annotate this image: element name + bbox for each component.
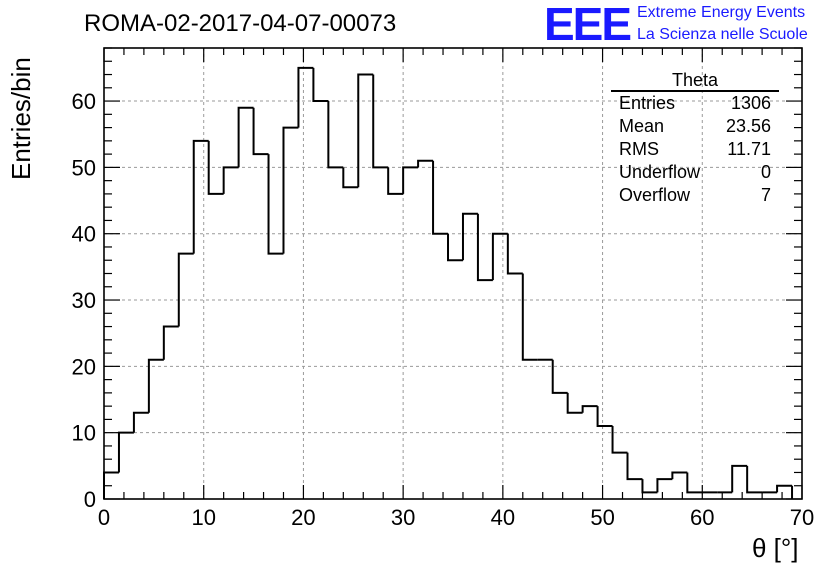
histogram-bin	[731, 464, 748, 493]
y-tick-label: 40	[72, 222, 96, 247]
histogram-bin	[641, 479, 658, 494]
y-tick-label: 20	[72, 354, 96, 379]
stats-row-rms: RMS 11.71	[611, 138, 779, 161]
histogram-bin	[147, 358, 164, 413]
y-tick-label: 30	[72, 288, 96, 313]
stats-value: 1306	[730, 93, 771, 113]
stats-value: 23.56	[725, 116, 771, 136]
stats-row-entries: Entries 1306	[611, 92, 779, 115]
histogram-bin	[342, 167, 359, 189]
x-axis-label: θ [°]	[752, 533, 799, 563]
stats-row-overflow: Overflow 7	[611, 184, 779, 207]
histogram-bin	[327, 101, 344, 169]
stats-row-underflow: Underflow 0	[611, 161, 779, 184]
histogram-bin	[461, 212, 478, 261]
histogram-bin	[132, 411, 149, 433]
histogram-bin	[476, 213, 493, 282]
histogram-bin	[387, 167, 404, 195]
plot-frame	[103, 47, 803, 500]
eee-logo: EEE	[544, 0, 632, 50]
logo-line-1: Extreme Energy Events	[637, 4, 806, 21]
histogram-bins	[103, 66, 794, 499]
stats-box: Theta Entries 1306 Mean 23.56 RMS 11.71 …	[611, 70, 779, 207]
histogram-bin	[611, 426, 628, 454]
x-tick-label: 70	[790, 505, 814, 530]
stats-label: Underflow	[619, 162, 701, 182]
stats-label: Overflow	[619, 185, 691, 205]
histogram-bin	[746, 465, 763, 494]
histogram-bin	[417, 159, 434, 168]
logo-text: Extreme Energy Events La Scienza nelle S…	[637, 2, 808, 46]
stats-label: Mean	[619, 116, 665, 136]
run-title: ROMA-02-2017-04-07-00073	[84, 10, 397, 37]
stats-label: Entries	[619, 93, 676, 113]
stats-row-mean: Mean 23.56	[611, 115, 779, 138]
histogram-bin	[626, 452, 643, 481]
histogram-bin	[312, 67, 329, 103]
histogram-bin	[656, 478, 673, 493]
x-tick-label: 10	[191, 505, 215, 530]
histogram-bin	[447, 233, 463, 262]
y-tick-label: 0	[84, 487, 96, 512]
histogram-bin	[521, 273, 538, 361]
histogram-bin	[372, 74, 389, 169]
histogram-bin	[596, 406, 613, 428]
histogram-bin	[491, 232, 508, 281]
histogram-bin	[222, 166, 239, 194]
x-tick-label: 20	[291, 505, 315, 530]
y-tick-label: 10	[72, 421, 96, 446]
stats-value: 11.71	[727, 139, 771, 159]
x-tick-label: 30	[391, 505, 415, 530]
histogram-bin	[506, 233, 523, 275]
histogram-bin	[282, 126, 299, 254]
x-tick-label: 40	[491, 505, 515, 530]
logo-line-2: La Scienza nelle Scuole	[637, 26, 808, 43]
histogram-bin	[207, 140, 224, 195]
histogram-bin	[671, 471, 688, 480]
histogram-bin	[566, 392, 583, 414]
x-tick-label: 60	[690, 505, 714, 530]
histogram-bin	[686, 472, 703, 494]
histogram-bin	[117, 431, 134, 473]
y-tick-label: 50	[72, 155, 96, 180]
histogram-bin	[192, 139, 209, 254]
stats-value: 0	[760, 162, 771, 182]
histogram-bin	[177, 252, 194, 327]
histogram-bin	[551, 359, 568, 394]
y-tick-label: 60	[72, 89, 96, 114]
histogram-bin	[252, 107, 269, 156]
histogram-bin	[581, 405, 598, 413]
grid-lines	[104, 48, 802, 499]
histogram-bin	[267, 154, 284, 255]
histogram-bin	[432, 160, 449, 235]
histogram-bin	[402, 166, 419, 194]
x-tick-label: 50	[590, 505, 614, 530]
stats-label: RMS	[619, 139, 659, 159]
stats-title: Theta	[611, 70, 779, 92]
histogram-bin	[357, 73, 374, 188]
histogram-bin	[297, 66, 314, 128]
histogram-bin	[162, 325, 179, 360]
histogram-bin	[237, 106, 254, 168]
x-tick-label: 0	[98, 505, 110, 530]
histogram-bin	[776, 484, 793, 493]
y-axis-label: Entries/bin	[6, 57, 36, 180]
stats-value: 7	[760, 185, 771, 205]
